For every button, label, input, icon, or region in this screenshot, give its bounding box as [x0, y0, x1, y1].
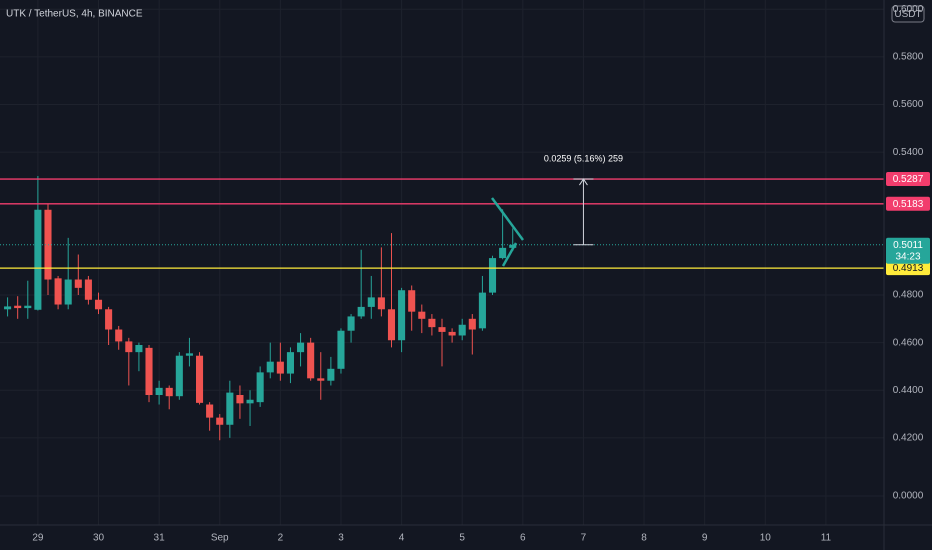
candle-body [307, 342, 315, 379]
y-tick-label: 0.5800 [893, 52, 924, 63]
candle-body [115, 329, 123, 342]
candle-body [448, 331, 456, 336]
y-tick-label: 0.5400 [893, 147, 924, 158]
candle-body [297, 342, 305, 353]
y-tick-label: 0.4200 [893, 432, 924, 443]
candle-body [185, 353, 193, 356]
candle-body [105, 309, 113, 330]
candle-body [226, 392, 234, 425]
candle-body [357, 306, 365, 317]
candle-body [4, 306, 12, 310]
candle-body [236, 395, 244, 404]
candle-body [488, 258, 497, 293]
chart-title: UTK / TetherUS, 4h, BINANCE [6, 9, 143, 20]
measure-label: 0.0259 (5.16%) 259 [544, 153, 623, 163]
drawing [501, 242, 518, 267]
countdown: 34:23 [895, 251, 920, 262]
x-tick-label: 6 [520, 533, 526, 544]
candle-body [64, 279, 72, 305]
x-tick-label: 4 [399, 533, 405, 544]
candle-body [377, 297, 385, 310]
candle-body [256, 372, 264, 403]
axis: 0.6000 0.5800 0.5600 0.5400 0.4800 0.4600 0.44… [32, 4, 930, 544]
price-line-badge [886, 261, 930, 276]
candle-body [327, 368, 335, 381]
candle-body [499, 247, 507, 259]
candle-body [276, 361, 284, 374]
x-tick-label: 3 [338, 533, 344, 544]
last-price-badge [886, 237, 930, 264]
candle-body [24, 305, 32, 309]
candle-body [84, 279, 92, 300]
price-line-label: 0.5183 [893, 199, 924, 210]
candle-body [387, 309, 396, 341]
candle-body [34, 209, 42, 310]
drawing [490, 197, 525, 241]
currency[interactable]: USDT [894, 9, 921, 20]
x-tick-label: 30 [93, 533, 105, 544]
x-tick-label: 11 [821, 533, 832, 544]
candle-body [74, 279, 82, 288]
x-tick-label: Sep [211, 533, 229, 544]
y-tick-label: 0.5600 [893, 99, 924, 110]
candle-body [175, 355, 183, 397]
candle-body [408, 290, 416, 312]
candle-body [246, 399, 254, 404]
candle-body [155, 387, 163, 395]
candle-body [145, 347, 153, 395]
y-tick-label: 0.0000 [893, 491, 924, 502]
candle-body [125, 341, 133, 353]
price-line-badge [886, 172, 930, 187]
x-tick-label: 9 [702, 533, 708, 544]
candle-body [94, 299, 103, 310]
candle-body [337, 330, 345, 369]
candle-body [206, 404, 214, 418]
x-tick-label: 7 [581, 533, 587, 544]
candle-body [286, 352, 294, 374]
candle-body [195, 355, 204, 403]
candle-body [347, 316, 355, 331]
price-line-label: 0.4913 [893, 263, 924, 274]
last-price-label: 0.5011 [893, 240, 923, 251]
y-tick-label: 0.4800 [893, 290, 924, 301]
currency-badge[interactable] [891, 5, 925, 23]
candle-body [317, 378, 325, 381]
y-tick-label: 0.4600 [893, 337, 924, 348]
x-tick-label: 10 [760, 533, 772, 544]
candle-body [458, 324, 466, 336]
candle-body [14, 305, 22, 309]
y-tick-label: 0.6000 [893, 4, 924, 15]
candle-body [438, 327, 446, 332]
grid [0, 0, 884, 525]
x-tick-label: 31 [154, 533, 166, 544]
candle-body [478, 292, 486, 329]
candle-body [418, 311, 426, 319]
price-line-badge [886, 196, 930, 211]
candle-body [398, 290, 406, 341]
candle-body [44, 209, 52, 280]
candle-body [216, 417, 224, 425]
plot: 0.0259 (5.16%) 259 [0, 153, 884, 441]
candle-body [367, 297, 375, 307]
candle-body [266, 361, 274, 373]
x-tick-label: 29 [32, 533, 44, 544]
x-tick-label: 2 [278, 533, 284, 544]
measure-arrow [579, 178, 588, 186]
candle-body [54, 278, 62, 305]
y-tick-label: 0.4400 [893, 385, 924, 396]
candle-body [428, 318, 436, 328]
x-tick-label: 8 [641, 533, 647, 544]
price-line-label: 0.5287 [893, 174, 924, 185]
candle-body [468, 318, 476, 330]
candle-body [135, 345, 143, 353]
x-tick-label: 5 [459, 533, 465, 544]
candle-body [165, 387, 173, 397]
